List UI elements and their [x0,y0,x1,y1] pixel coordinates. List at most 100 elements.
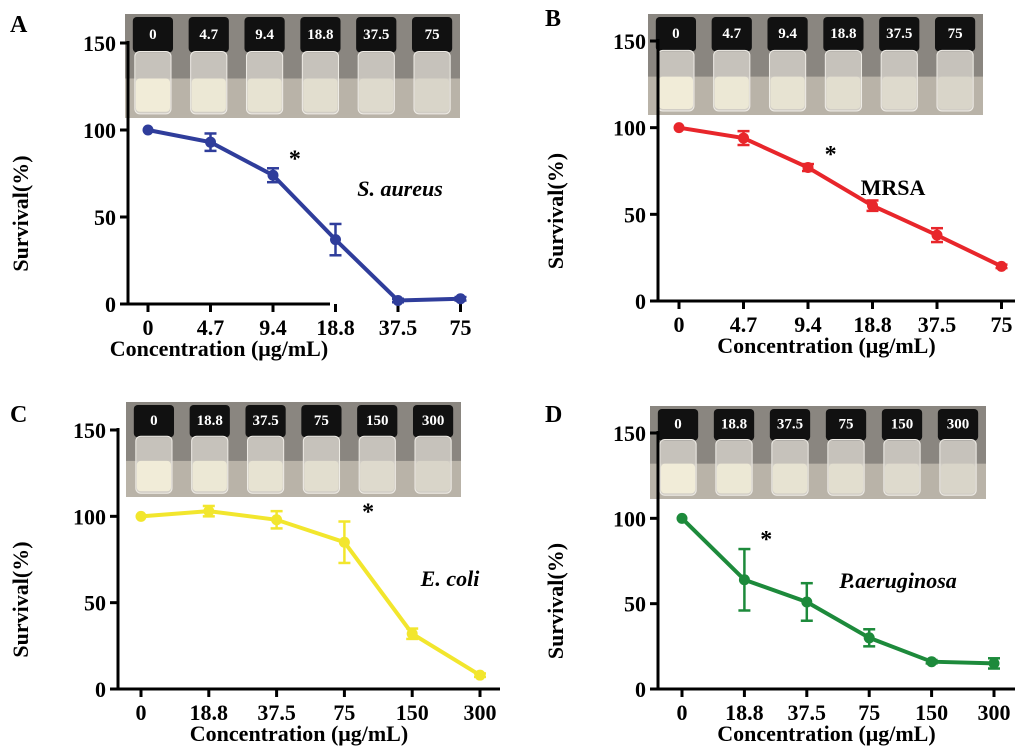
y-tick-label: 150 [73,418,106,443]
vial-photo-bench [125,78,460,118]
vial-cap [881,409,923,441]
y-axis-label: Survival(%) [8,155,33,271]
vial-glass [357,50,395,115]
vial-culture [248,460,283,492]
organism-label: S. aureus [357,176,443,201]
x-tick-label: 37.5 [788,700,827,725]
vial-cap [189,405,230,438]
vial-culture [192,460,227,492]
vial: 150 [881,409,923,496]
y-tick-label: 50 [84,591,106,616]
vial-cap [769,409,811,441]
x-tick-label: 4.7 [197,315,225,340]
vial-label: 150 [891,416,914,432]
panel-letter: D [545,402,562,428]
vial: 18.8 [823,17,864,112]
x-axis-label: Concentration (μg/mL) [717,721,935,746]
organism-label: E. coli [420,566,481,591]
y-tick-label: 0 [635,289,646,314]
vial-glass [413,50,451,115]
y-axis-label: Survival(%) [543,153,568,269]
vial-culture [714,76,749,109]
data-point [267,169,279,181]
organism-label: MRSA [861,175,926,200]
data-point [474,669,486,681]
vial-cap [825,409,867,441]
x-tick-label: 18.8 [725,700,764,725]
vial-photo: 0 4.7 9.4 18.8 37.5 75 [648,14,983,115]
y-tick-label: 0 [635,677,646,702]
data-point [142,124,154,136]
vial-glass [936,49,974,112]
vial-culture [826,76,861,109]
panel-d: D 0 18.8 37.5 75 150 300 0 50 100 150 0 18.8 37.5 75 15… [543,402,1015,746]
vial-cap [823,17,864,52]
vial-cap [411,17,453,53]
vial-culture [135,78,171,112]
data-point [988,657,1000,669]
data-point [338,536,350,548]
vial-glass [939,438,977,496]
data-point [738,574,750,586]
vial-cap [767,17,808,52]
vial-culture [658,76,694,109]
data-point [867,200,878,212]
x-tick-label: 0 [136,700,147,725]
series-line [140,509,482,677]
data-point [676,512,688,524]
vial-culture [304,460,339,492]
y-tick-label: 0 [95,677,106,702]
vial-culture [360,460,395,492]
vial-culture [770,76,805,109]
x-tick-label: 75 [858,700,880,725]
y-axis-label: Survival(%) [8,541,33,657]
x-tick-label: 150 [915,700,948,725]
vial: 37.5 [879,17,920,112]
vial-cap [711,17,752,52]
vial: 0 [657,409,699,496]
vial-cap [245,405,286,438]
vial: 9.4 [767,17,808,112]
data-point [863,632,875,644]
x-tick-label: 75 [333,700,355,725]
vial: 37.5 [245,405,286,494]
x-tick-label: 0 [677,700,688,725]
panel-letter: A [10,12,28,38]
vial-label: 150 [366,413,389,429]
data-point [330,234,341,246]
vial-label: 37.5 [363,27,389,43]
x-tick-label: 150 [396,700,429,725]
vial: 18.8 [189,405,230,494]
data-point [996,260,1007,272]
vial-label: 4.7 [722,26,741,42]
vial-label: 0 [150,413,158,429]
data-point [926,656,938,668]
data-point [203,505,215,517]
vial-culture [303,78,338,112]
vial: 75 [301,405,342,494]
y-tick-label: 100 [613,116,646,141]
series-line [147,128,461,303]
x-tick-label: 18.8 [316,315,355,340]
data-point [931,229,943,241]
data-point [802,162,814,174]
vial-label: 37.5 [777,416,803,432]
vial: 37.5 [769,409,811,496]
x-tick-label: 18.8 [190,700,229,725]
y-tick-label: 100 [73,504,106,529]
vial: 9.4 [244,17,285,115]
vial-photo: 0 18.8 37.5 75 150 300 [650,406,986,499]
x-tick-label: 300 [464,700,497,725]
vial-culture [660,463,696,494]
vial-photo-bench [648,76,983,115]
vial-glass [880,49,918,112]
vial-label: 75 [948,26,963,42]
x-tick-label: 300 [978,700,1011,725]
data-point [205,136,216,148]
y-tick-label: 100 [83,118,116,143]
panel-a: A 0 4.7 9.4 18.8 37.5 75 0 50 100 150 0 4.7 9.4 18.8 37… [8,12,472,361]
vial: 18.8 [713,409,755,496]
x-tick-label: 4.7 [730,312,758,337]
vial-cap [412,405,454,438]
